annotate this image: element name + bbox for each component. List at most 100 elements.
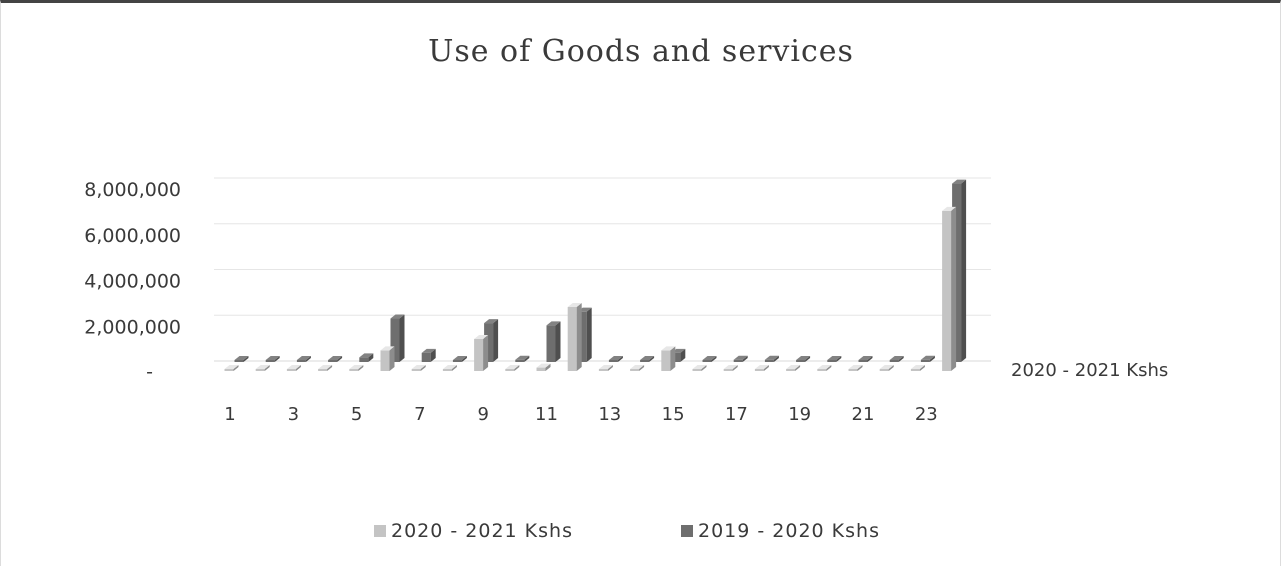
- bar-front: [255, 369, 265, 371]
- bar-top: [764, 355, 779, 360]
- x-tick-label: 7: [414, 404, 425, 425]
- bar-side: [524, 355, 530, 362]
- bar-top: [234, 356, 249, 360]
- bar: [661, 346, 676, 371]
- bar: [359, 353, 374, 362]
- bar-top: [920, 355, 935, 360]
- bar-top: [296, 356, 311, 360]
- bar-side: [732, 365, 738, 371]
- bar-front: [661, 350, 671, 371]
- bar-front: [598, 369, 608, 371]
- y-tick-label: 4,000,000: [84, 271, 181, 293]
- bar-side: [274, 356, 280, 362]
- bar-side: [701, 365, 707, 371]
- bar-side: [555, 321, 561, 362]
- bar: [546, 321, 561, 362]
- bar-top: [515, 355, 530, 360]
- bar-side: [795, 365, 801, 371]
- bar-front: [754, 369, 764, 371]
- bar-top: [411, 365, 426, 369]
- bar-front: [452, 360, 462, 362]
- bar-top: [952, 179, 967, 184]
- bar-front: [505, 369, 515, 371]
- bar-top: [224, 365, 239, 369]
- bar: [296, 356, 311, 362]
- bar-top: [723, 365, 738, 369]
- bar-side: [545, 363, 551, 371]
- bar-top: [421, 348, 436, 353]
- bar-top: [567, 302, 582, 307]
- bar-top: [390, 314, 405, 319]
- bar-side: [358, 365, 364, 371]
- bar-side: [368, 353, 374, 362]
- bar: [754, 365, 769, 371]
- bar: [474, 334, 489, 371]
- bar-side: [493, 319, 499, 362]
- bar-side: [264, 365, 270, 371]
- bar-front: [879, 369, 889, 371]
- bar-top: [286, 365, 301, 369]
- bar-front: [224, 369, 234, 371]
- bar-side: [857, 365, 863, 371]
- bar: [598, 365, 613, 371]
- bar-top: [661, 346, 676, 351]
- bar-front: [910, 369, 920, 371]
- bar-front: [359, 357, 369, 362]
- bar-side: [961, 179, 967, 362]
- bar-top: [474, 334, 489, 339]
- bar-front: [286, 369, 296, 371]
- bar-front: [536, 367, 546, 371]
- bar-top: [380, 346, 395, 351]
- bar-chart: Use of Goods and services - 2,000,000 4,00…: [84, 34, 1168, 542]
- legend: 2020 - 2021 Kshs 2019 - 2020 Kshs: [374, 520, 879, 542]
- bar-front: [827, 360, 837, 362]
- bar-front: [608, 360, 618, 362]
- bar-side: [805, 356, 811, 362]
- x-tick-label: 19: [788, 404, 811, 425]
- legend-swatch: [681, 525, 693, 537]
- bar: [910, 365, 925, 371]
- bar-top: [442, 365, 457, 369]
- bar-side: [742, 355, 748, 362]
- bar: [733, 355, 748, 362]
- bar-top: [827, 356, 842, 360]
- bar: [630, 365, 645, 371]
- bar: [484, 319, 499, 362]
- bar-front: [848, 369, 858, 371]
- bar-side: [826, 365, 832, 371]
- bar-top: [630, 365, 645, 369]
- bar: [318, 365, 333, 371]
- bar-side: [337, 356, 343, 362]
- bar: [224, 365, 239, 371]
- y-tick-label: 6,000,000: [84, 225, 181, 247]
- bar-side: [451, 365, 457, 371]
- bar-top: [598, 365, 613, 369]
- bar-side: [898, 356, 904, 362]
- bar-front: [484, 323, 494, 362]
- bar-front: [380, 350, 390, 371]
- bar: [515, 355, 530, 362]
- bar: [349, 365, 364, 371]
- bar-top: [879, 365, 894, 369]
- bar-front: [942, 210, 952, 371]
- bar: [411, 365, 426, 371]
- bar-front: [390, 318, 400, 362]
- bar-side: [763, 365, 769, 371]
- bar-front: [546, 325, 556, 362]
- bar-side: [773, 355, 779, 362]
- legend-swatch: [374, 525, 386, 537]
- bar-top: [536, 363, 551, 368]
- bar: [920, 355, 935, 362]
- bar: [723, 365, 738, 371]
- bar-side: [680, 348, 686, 362]
- bar: [817, 365, 832, 371]
- bar-side: [929, 355, 935, 362]
- bar-top: [640, 356, 655, 360]
- bar: [942, 206, 957, 371]
- bar-side: [430, 348, 436, 362]
- bar-top: [546, 321, 561, 326]
- bar-side: [639, 365, 645, 371]
- x-axis-ticks: 1 3 5 7 9 11 13 15 17 19 21 23: [224, 404, 937, 425]
- bar-side: [243, 356, 249, 362]
